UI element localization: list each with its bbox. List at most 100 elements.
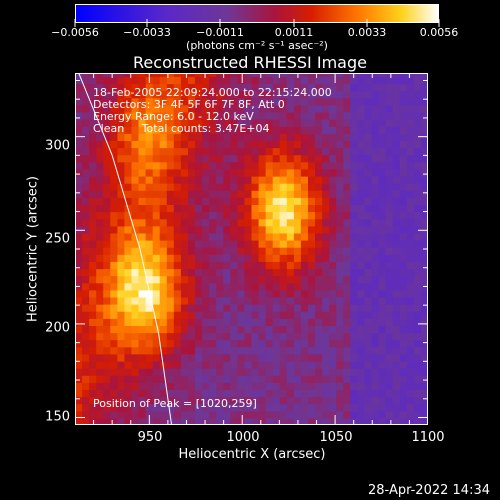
- heatmap-cell: [322, 73, 330, 77]
- heatmap-cell: [413, 325, 422, 334]
- heatmap-cell: [166, 240, 175, 248]
- heatmap-cell: [392, 83, 401, 92]
- heatmap-cell: [159, 97, 168, 106]
- heatmap-cell: [300, 410, 309, 419]
- heatmap-cell: [195, 247, 203, 255]
- heatmap-cell: [124, 403, 133, 412]
- heatmap-cell: [152, 154, 161, 163]
- heatmap-cell: [237, 396, 246, 405]
- heatmap-cell: [336, 76, 344, 85]
- heatmap-cell: [308, 261, 316, 270]
- heatmap-cell: [265, 111, 274, 120]
- heatmap-cell: [357, 403, 366, 412]
- heatmap-cell: [413, 111, 422, 120]
- heatmap-cell: [286, 119, 295, 127]
- heatmap-cell: [89, 76, 97, 85]
- heatmap-cell: [223, 211, 231, 220]
- heatmap-cell: [364, 111, 373, 120]
- heatmap-cell: [343, 197, 351, 205]
- heatmap-cell: [237, 83, 246, 92]
- heatmap-cell: [96, 311, 104, 319]
- heatmap-cell: [258, 261, 267, 270]
- heatmap-cell: [293, 161, 302, 170]
- heatmap-cell: [82, 368, 90, 376]
- heatmap-cell: [96, 261, 104, 270]
- heatmap-cell: [110, 275, 118, 284]
- heatmap-cell: [152, 90, 161, 99]
- heatmap-cell: [110, 204, 118, 213]
- heatmap-cell: [392, 353, 401, 362]
- heatmap-cell: [124, 126, 133, 134]
- heatmap-cell: [82, 183, 90, 191]
- heatmap-cell: [364, 396, 373, 405]
- heatmap-cell: [159, 161, 168, 170]
- heatmap-cell: [378, 176, 387, 184]
- heatmap-cell: [343, 204, 351, 213]
- heatmap-cell: [124, 183, 133, 191]
- heatmap-cell: [322, 90, 330, 99]
- heatmap-cell: [103, 247, 111, 255]
- heatmap-cell: [244, 140, 253, 149]
- heatmap-cell: [75, 247, 83, 255]
- heatmap-cell: [152, 410, 161, 419]
- heatmap-cell: [308, 204, 316, 213]
- heatmap-cell: [216, 332, 224, 341]
- heatmap-cell: [406, 368, 415, 376]
- heatmap-cell: [216, 183, 224, 191]
- heatmap-cell: [131, 197, 140, 205]
- heatmap-cell: [110, 133, 118, 141]
- heatmap-cell: [202, 304, 210, 312]
- heatmap-cell: [364, 176, 373, 184]
- heatmap-cell: [399, 346, 408, 355]
- heatmap-cell: [364, 133, 373, 141]
- heatmap-cell: [244, 111, 253, 120]
- heatmap-cell: [336, 375, 344, 383]
- heatmap-cell: [202, 76, 210, 85]
- heatmap-cell: [343, 154, 351, 163]
- heatmap-cell: [103, 368, 111, 376]
- heatmap-cell: [223, 119, 231, 127]
- heatmap-cell: [406, 154, 415, 163]
- heatmap-cell: [286, 126, 295, 134]
- heatmap-cell: [343, 104, 351, 113]
- heatmap-cell: [223, 168, 231, 177]
- heatmap-cell: [371, 268, 380, 277]
- heatmap-cell: [251, 403, 260, 412]
- heatmap-cell: [371, 403, 380, 412]
- heatmap-cell: [195, 403, 203, 412]
- heatmap-cell: [131, 168, 140, 177]
- heatmap-cell: [195, 361, 203, 369]
- heatmap-cell: [195, 76, 203, 85]
- heatmap-cell: [96, 410, 104, 419]
- heatmap-cell: [357, 318, 366, 326]
- heatmap-cell: [131, 417, 140, 425]
- heatmap-cell: [279, 368, 288, 376]
- heatmap-cell: [406, 289, 415, 298]
- heatmap-cell: [82, 104, 90, 113]
- heatmap-cell: [399, 261, 408, 270]
- heatmap-cell: [209, 254, 217, 262]
- heatmap-cell: [75, 119, 83, 127]
- heatmap-cell: [308, 254, 316, 262]
- heatmap-cell: [251, 197, 260, 205]
- heatmap-cell: [124, 161, 133, 170]
- heatmap-cell: [195, 154, 203, 163]
- heatmap-cell: [110, 361, 118, 369]
- heatmap-cell: [89, 289, 97, 298]
- heatmap-cell: [420, 389, 428, 398]
- heatmap-cell: [110, 211, 118, 220]
- heatmap-cell: [131, 211, 140, 220]
- heatmap-cell: [89, 311, 97, 319]
- heatmap-cell: [103, 176, 111, 184]
- heatmap-cell: [399, 104, 408, 113]
- heatmap-cell: [258, 197, 267, 205]
- heatmap-cell: [413, 304, 422, 312]
- heatmap-cell: [166, 183, 175, 191]
- heatmap-cell: [265, 318, 274, 326]
- heatmap-cell: [145, 204, 154, 213]
- heatmap-cell: [166, 204, 175, 213]
- heatmap-cell: [75, 254, 83, 262]
- heatmap-cell: [378, 83, 387, 92]
- heatmap-cell: [293, 83, 302, 92]
- heatmap-cell: [138, 232, 147, 241]
